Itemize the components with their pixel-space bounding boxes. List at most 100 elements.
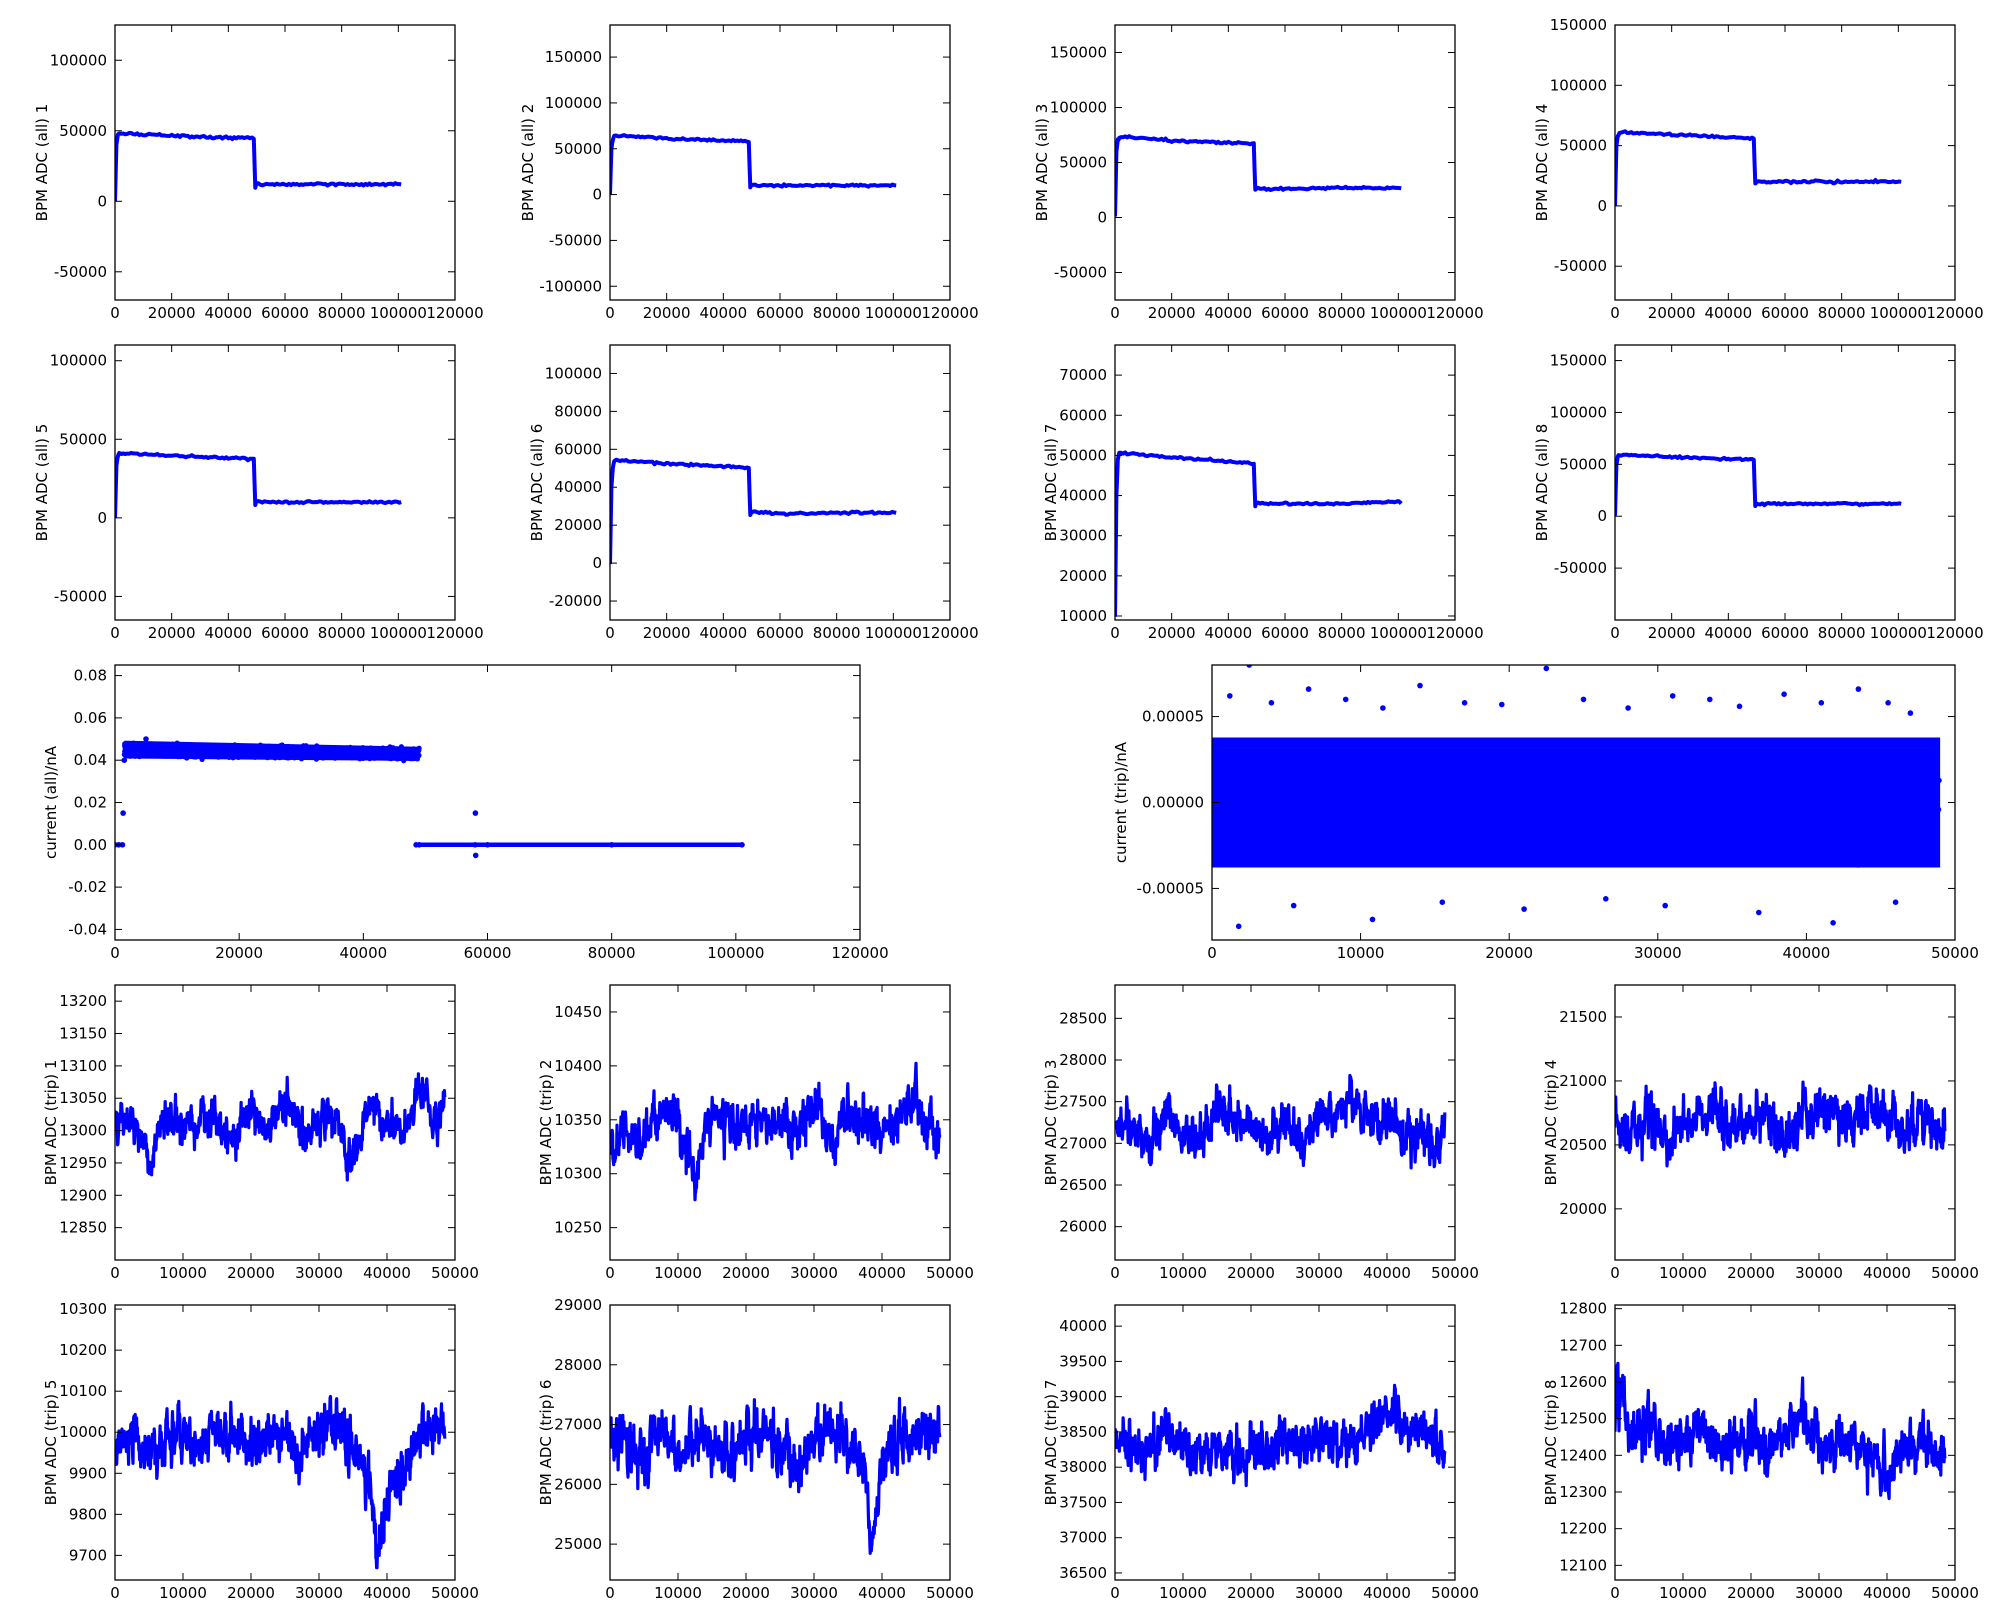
subplot-bpm_trip_4: 0 10000 20000 30000 40000 50000 20000 20500 2100…: [1542, 984, 1979, 1282]
scatter-point: [277, 748, 283, 754]
scatter-point: [1609, 817, 1615, 823]
scatter-point: [1215, 815, 1222, 822]
scatter-point: [1408, 775, 1414, 781]
scatter-point: [1643, 781, 1649, 787]
scatter-point: [1773, 812, 1779, 818]
scatter-point: [1475, 794, 1481, 800]
scatter-point: [1602, 834, 1609, 840]
scatter-point: [1625, 705, 1631, 711]
scatter-point: [1893, 837, 1900, 844]
scatter-point: [402, 746, 408, 753]
scatter-point: [245, 750, 251, 756]
scatter-point: [1342, 696, 1349, 703]
scatter-point: [1417, 682, 1423, 689]
scatter-point: [121, 757, 128, 763]
x-tick-label: 0: [605, 624, 615, 642]
scatter-point: [1684, 815, 1690, 821]
scatter-point: [1475, 810, 1482, 816]
scatter-point: [1579, 824, 1585, 830]
scatter-point: [1549, 813, 1555, 820]
scatter-point: [1299, 796, 1305, 802]
y-tick-label: 10250: [554, 1219, 602, 1237]
scatter-point: [1904, 813, 1910, 819]
scatter-point: [1740, 776, 1746, 782]
scatter-point: [1376, 809, 1382, 816]
scatter-point: [155, 742, 161, 748]
y-tick-label: 100000: [545, 364, 602, 382]
scatter-point: [1641, 836, 1647, 842]
scatter-point: [1657, 808, 1663, 814]
scatter-point: [1723, 810, 1729, 816]
scatter-point: [1540, 769, 1546, 775]
scatter-point: [174, 740, 180, 747]
y-tick-label: 70000: [1059, 366, 1107, 384]
scatter-point: [1253, 744, 1260, 750]
scatter-point: [1465, 773, 1471, 779]
x-tick-label: 120000: [921, 624, 978, 642]
scatter-point: [1496, 777, 1502, 784]
scatter-point: [1225, 764, 1231, 770]
scatter-point: [1614, 776, 1621, 783]
y-tick-label: 0: [1097, 209, 1107, 227]
y-tick-label: 20500: [1559, 1136, 1607, 1154]
scatter-point: [1401, 780, 1408, 786]
scatter-point: [1797, 816, 1803, 822]
y-tick-label: 28500: [1059, 1009, 1107, 1027]
scatter-point: [1873, 819, 1879, 825]
scatter-point: [1559, 821, 1565, 827]
scatter-point: [215, 753, 221, 760]
scatter-point: [1246, 789, 1252, 795]
scatter-point: [236, 744, 242, 751]
scatter-point: [1252, 857, 1258, 863]
y-tick-label: -50000: [54, 587, 107, 605]
x-tick-label: 10000: [159, 1264, 207, 1282]
scatter-point: [1342, 848, 1348, 854]
y-tick-label: 39000: [1059, 1388, 1107, 1406]
scatter-point: [1334, 795, 1340, 801]
scatter-point: [1924, 832, 1930, 838]
scatter-point: [1768, 833, 1774, 839]
scatter-point: [1673, 799, 1680, 806]
scatter-point: [1600, 752, 1606, 758]
scatter-point: [1698, 840, 1704, 846]
scatter-point: [1235, 923, 1242, 930]
scatter-point: [1500, 788, 1506, 794]
scatter-point: [1803, 831, 1809, 837]
scatter-point: [1352, 786, 1359, 792]
scatter-point: [1855, 686, 1862, 692]
scatter-point: [1314, 759, 1320, 765]
scatter-point: [1900, 823, 1906, 829]
scatter-point: [1484, 828, 1491, 834]
scatter-point: [1416, 843, 1422, 850]
scatter-point: [1362, 792, 1369, 798]
y-tick-label: 100000: [1550, 76, 1607, 94]
scatter-point: [1761, 784, 1767, 791]
y-tick-label: 10000: [59, 1423, 107, 1441]
scatter-point: [1739, 841, 1745, 848]
scatter-point: [1756, 809, 1763, 815]
scatter-point: [1566, 804, 1572, 810]
scatter-point: [1589, 787, 1595, 793]
scatter-point: [353, 752, 359, 758]
y-tick-label: 21500: [1559, 1008, 1607, 1026]
y-tick-label: 9800: [69, 1505, 107, 1523]
y-tick-label: 13150: [59, 1025, 107, 1043]
scatter-point: [1307, 777, 1314, 783]
x-tick-label: 20000: [148, 624, 196, 642]
y-tick-label: -50000: [1554, 257, 1607, 275]
y-tick-label: 21000: [1559, 1072, 1607, 1090]
scatter-point: [1897, 829, 1903, 835]
scatter-point: [1815, 800, 1821, 806]
scatter-point: [1475, 823, 1482, 829]
scatter-point: [1378, 771, 1384, 777]
scatter-point: [1822, 849, 1828, 855]
scatter-point: [1424, 809, 1431, 815]
x-tick-label: 30000: [1295, 1584, 1343, 1600]
y-tick-label: -50000: [1554, 559, 1607, 577]
scatter-point: [1545, 773, 1551, 779]
scatter-point: [1312, 817, 1319, 824]
scatter-point: [1239, 824, 1245, 831]
scatter-point: [1899, 801, 1905, 807]
scatter-point: [1262, 812, 1268, 818]
scatter-point: [1457, 834, 1464, 840]
